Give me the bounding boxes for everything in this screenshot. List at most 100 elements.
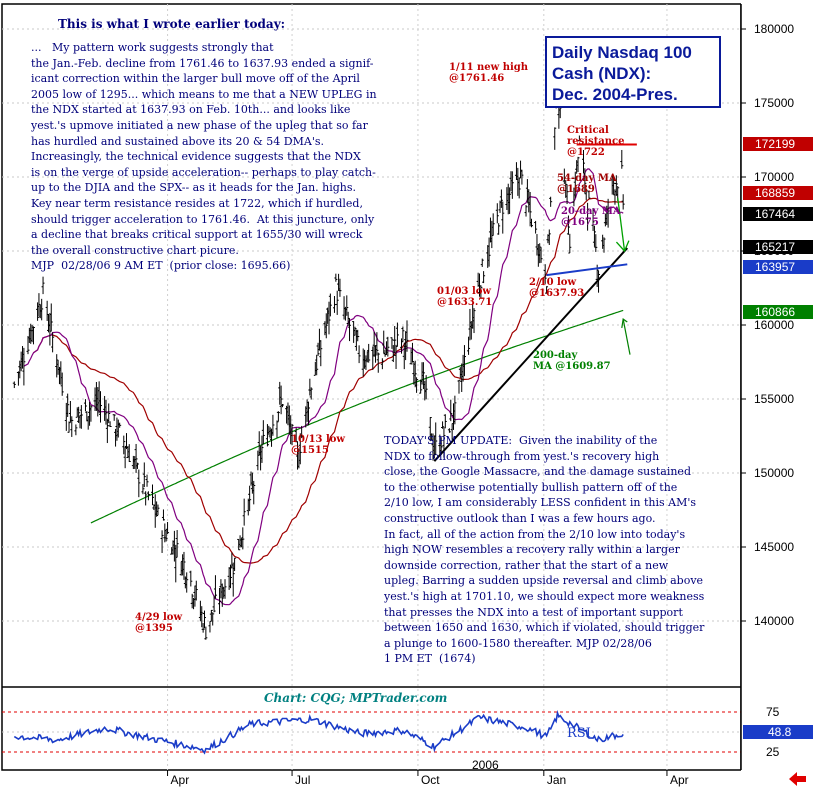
- annotation-label: @1637.93: [529, 288, 584, 299]
- annotations: 1/11 new high@1761.46Criticalresistance@…: [135, 62, 625, 705]
- price-axis-label: 175000: [754, 96, 794, 110]
- commentary-line: between 1650 and 1630, which if violated…: [384, 621, 705, 635]
- time-axis-label: Apr: [670, 773, 689, 787]
- commentary-line: a plunge to 1600-1580 thereafter. MJP 02…: [384, 636, 652, 650]
- commentary-line: icant correction within the larger bull …: [31, 72, 360, 86]
- price-tag-label: 165217: [755, 240, 795, 254]
- chart-title: Daily Nasdaq 100 Cash (NDX): Dec. 2004-P…: [545, 36, 721, 108]
- commentary-line: yest.'s high at 1701.10, we should expec…: [384, 589, 705, 603]
- price-tag-label: 160866: [755, 305, 795, 319]
- commentary-line: MJP 02/28/06 9 AM ET (prior close: 1695.…: [31, 259, 291, 273]
- rsi-level-label: 25: [766, 745, 780, 759]
- commentary-line: 2/10 low, I am considerably LESS confide…: [384, 496, 697, 510]
- commentary-line: the Jan.-Feb. decline from 1761.46 to 16…: [31, 56, 374, 70]
- chart-title-line: Daily Nasdaq 100: [552, 43, 692, 62]
- uptrend-line: [433, 247, 629, 462]
- rsi-panel: RSI: [13, 709, 624, 755]
- annotation-label: 2/10 low: [529, 277, 576, 288]
- ma200-arrowhead-icon: [621, 318, 628, 329]
- axes: 1400001450001500001550001600001650001700…: [167, 0, 813, 803]
- annotation-label: MA @1609.87: [533, 361, 611, 372]
- pm-update-commentary: TODAY'S PM UPDATE: Given the inability o…: [384, 433, 704, 667]
- commentary-line: Key near term resistance resides at 1722…: [31, 196, 363, 210]
- price-axis-label: 180000: [754, 22, 794, 36]
- commentary-line: In fact, all of the action from the 2/10…: [384, 527, 686, 541]
- commentary-line: close, the Google Massacre, and the dama…: [384, 465, 691, 479]
- commentary-line: downside correction, rather that the sta…: [384, 558, 669, 572]
- chart-title-line: Dec. 2004-Pres.: [552, 85, 678, 104]
- commentary-line: should trigger acceleration to 1761.46. …: [31, 212, 375, 226]
- down-arrowhead-icon: [615, 240, 630, 253]
- commentary-line: Increasingly, the technical evidence sug…: [31, 150, 361, 164]
- time-axis-label: Oct: [421, 773, 440, 787]
- ma200-pointer-icon: [622, 318, 631, 355]
- time-axis-label: Jan: [547, 773, 566, 787]
- price-bars: [12, 89, 625, 640]
- price-tag: [743, 260, 813, 274]
- rsi-label: RSI: [567, 726, 591, 741]
- commentary-line: TODAY'S PM UPDATE: Given the inability o…: [384, 434, 658, 447]
- annotation-label: @1761.46: [449, 73, 504, 84]
- scroll-arrow-icon: [789, 772, 806, 786]
- commentary-line: a decline that breaks critical support a…: [31, 228, 363, 242]
- price-tag: [743, 137, 813, 151]
- price-axis-label: 170000: [754, 170, 794, 184]
- axis-background: [741, 0, 813, 803]
- price-axis-label: 150000: [754, 466, 794, 480]
- rsi-line: [13, 709, 624, 755]
- commentary-line: upleg. Barring a sudden upside reversal …: [384, 574, 704, 588]
- annotation-label: @1395: [135, 623, 173, 634]
- price-tags: 172199 168859 167464 165217 163957 160866 48.8: [743, 137, 813, 739]
- earlier-commentary: ... My pattern work suggests strongly th…: [31, 40, 377, 274]
- annotation-label: @1515: [291, 445, 329, 456]
- price-axis-label: 160000: [754, 318, 794, 332]
- commentary-line: the NDX started at 1637.93 on Feb. 10th.…: [31, 103, 351, 117]
- commentary-line: ... My pattern work suggests strongly th…: [31, 41, 274, 54]
- annotation-label: 54-day MA: [557, 173, 617, 184]
- annotation-label: 20-day MA: [561, 206, 621, 217]
- annotation-label: 4/29 low: [135, 612, 182, 623]
- chart-credit: Chart: CQG; MPTrader.com: [264, 691, 447, 705]
- price-axis-label: 155000: [754, 392, 794, 406]
- price-gridlines: [1, 3, 742, 771]
- price-axis-label: 145000: [754, 540, 794, 554]
- rsi-current-label: 48.8: [768, 725, 792, 739]
- commentary-line: constructive outlook than I was a few ho…: [384, 511, 656, 525]
- chart-title-line: Cash (NDX):: [552, 64, 652, 83]
- annotation-label: 10/13 low: [291, 434, 345, 445]
- commentary-line: NDX to follow-through from yest.'s recov…: [384, 449, 660, 463]
- commentary-heading: This is what I wrote earlier today:: [58, 17, 286, 31]
- rsi-current-tag: [743, 725, 813, 739]
- down-arrow-icon: [617, 197, 626, 252]
- price-tag: [743, 240, 813, 254]
- annotation-label: 01/03 low: [437, 286, 491, 297]
- annotation-label: @1689: [557, 184, 595, 195]
- ma-200-line: [90, 309, 624, 524]
- price-tag-label: 168859: [755, 186, 795, 200]
- commentary-line: 1 PM ET (1674): [384, 652, 476, 666]
- price-tag: [743, 186, 813, 200]
- commentary-line: is on the verge of upside acceleration--…: [31, 165, 376, 179]
- price-tag: [743, 305, 813, 319]
- annotation-label: @1633.71: [437, 297, 492, 308]
- ma-54-line: [33, 197, 624, 564]
- price-tag-label: 172199: [755, 137, 795, 151]
- rsi-gridlines: [2, 711, 741, 753]
- annotation-label: @1722: [567, 147, 605, 158]
- annotation-label: 1/11 new high: [449, 62, 529, 73]
- commentary-line: yest.'s upmove initiated a new phase of …: [31, 118, 368, 132]
- price-tag-label: 163957: [755, 260, 795, 274]
- commentary-line: high NOW resembles a recovery rally with…: [384, 543, 680, 557]
- price-tag-label: 167464: [755, 207, 795, 221]
- rsi-level-label: 75: [766, 705, 780, 719]
- commentary-line: up to the DJIA and the SPX-- as it heads…: [31, 181, 357, 195]
- ma-20-line: [23, 168, 624, 606]
- time-axis-label: Jul: [295, 773, 310, 787]
- commentary-line: has hurdled and sustained above its 20 &…: [31, 134, 324, 148]
- annotation-label: Critical: [567, 125, 609, 136]
- time-axis-label: Apr: [171, 773, 190, 787]
- annotation-label: @1675: [561, 217, 599, 228]
- annotation-label: 200-day: [533, 350, 578, 361]
